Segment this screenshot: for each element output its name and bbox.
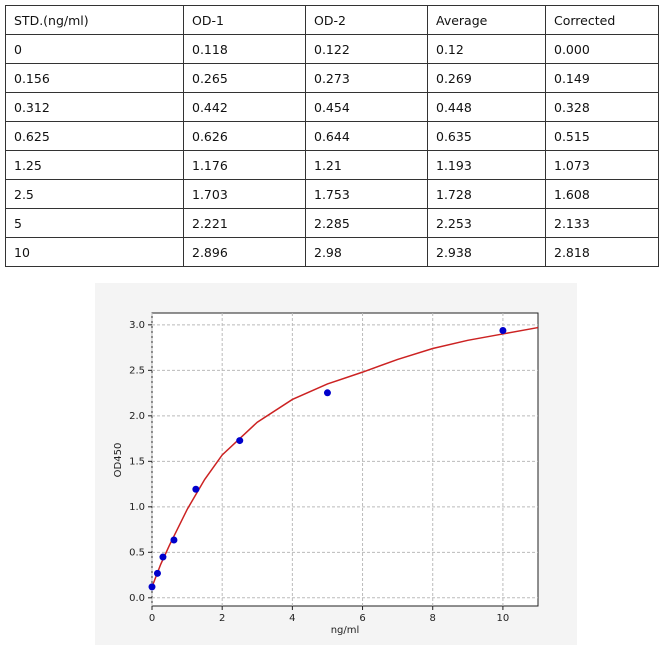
- cell: 2.285: [305, 208, 428, 238]
- cell: 2.896: [183, 237, 306, 267]
- cell: 0.269: [427, 63, 546, 93]
- cell: 2.818: [545, 237, 659, 267]
- cell: 0.448: [427, 92, 546, 122]
- cell: Corrected: [545, 5, 659, 35]
- data-point: [159, 553, 167, 561]
- y-tick-label: 1.5: [129, 456, 145, 467]
- data-point: [153, 569, 161, 577]
- data-point: [499, 326, 507, 334]
- cell: 0.273: [305, 63, 428, 93]
- plot-area: [151, 312, 539, 607]
- cell: 2.938: [427, 237, 546, 267]
- y-tick-label: 3.0: [129, 320, 145, 331]
- data-table: STD.(ng/ml) OD-1 OD-2 Average Corrected 0 0.11…: [5, 5, 659, 267]
- y-tick-label: 0.0: [129, 593, 145, 604]
- row: 5 2.221 2.285 2.253 2.133: [5, 208, 659, 238]
- cell: 1.608: [545, 179, 659, 209]
- cell: 0.635: [427, 121, 546, 151]
- cell: 2.98: [305, 237, 428, 267]
- cell: Average: [427, 5, 546, 35]
- cell: 0.454: [305, 92, 428, 122]
- y-tick-label: 0.5: [129, 547, 145, 558]
- data-point: [170, 536, 178, 544]
- y-axis-label: OD450: [113, 443, 124, 478]
- header-row: STD.(ng/ml) OD-1 OD-2 Average Corrected: [5, 5, 659, 35]
- cell: 1.193: [427, 150, 546, 180]
- x-tick-label: 2: [219, 613, 225, 624]
- row: 10 2.896 2.98 2.938 2.818: [5, 237, 659, 267]
- data-point: [236, 437, 244, 445]
- data-point: [148, 583, 156, 591]
- cell: 0.626: [183, 121, 306, 151]
- row: 0 0.118 0.122 0.12 0.000: [5, 34, 659, 64]
- x-tick-label: 0: [149, 613, 155, 624]
- cell: 10: [5, 237, 184, 267]
- cell: 1.073: [545, 150, 659, 180]
- cell: 2.5: [5, 179, 184, 209]
- data-point: [323, 389, 331, 397]
- x-tick-label: 6: [359, 613, 365, 624]
- x-axis-label: ng/ml: [331, 625, 360, 636]
- y-tick-label: 1.0: [129, 502, 145, 513]
- x-tick-label: 10: [497, 613, 510, 624]
- y-tick-label: 2.0: [129, 411, 145, 422]
- cell: OD-1: [183, 5, 306, 35]
- x-tick-label: 8: [430, 613, 436, 624]
- y-tick-label: 2.5: [129, 365, 145, 376]
- cell: 1.176: [183, 150, 306, 180]
- cell: 0.118: [183, 34, 306, 64]
- fit-curve: [151, 326, 539, 588]
- data-point: [192, 485, 200, 493]
- row: 0.312 0.442 0.454 0.448 0.328: [5, 92, 659, 122]
- cell: 0.122: [305, 34, 428, 64]
- cell: 0.312: [5, 92, 184, 122]
- cell: 2.133: [545, 208, 659, 238]
- x-tick-label: 4: [289, 613, 295, 624]
- cell: STD.(ng/ml): [5, 5, 184, 35]
